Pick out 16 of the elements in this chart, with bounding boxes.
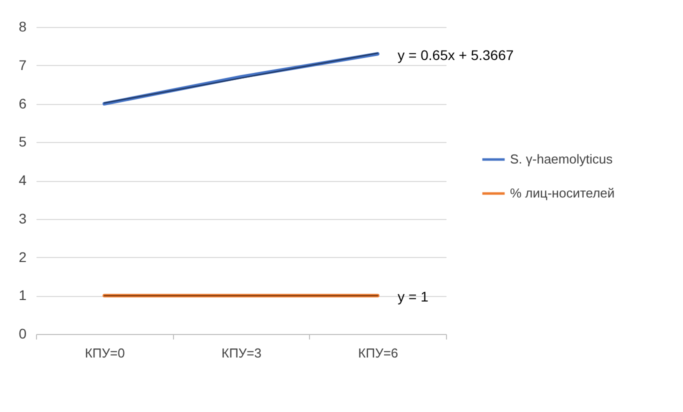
legend-label: % лиц-носителей (510, 186, 615, 200)
y-tick-label: 0 (18, 326, 27, 342)
y-tick-label: 8 (18, 18, 27, 34)
annotation: y = 0.65x + 5.3667 (398, 46, 514, 63)
x-tick-label: КПУ=6 (358, 346, 398, 360)
y-tick-label: 2 (18, 248, 27, 265)
x-tick-label: КПУ=0 (84, 346, 125, 360)
y-tick-label: 7 (18, 56, 27, 73)
y-tick-label: 5 (18, 134, 27, 150)
annotation: y = 1 (398, 288, 429, 305)
y-tick-label: 3 (18, 210, 27, 226)
x-tick-label: КПУ=3 (222, 346, 262, 360)
y-tick-label: 6 (18, 95, 27, 112)
legend-label: S. γ-haemolyticus (510, 152, 614, 166)
y-tick-label: 1 (18, 287, 27, 304)
y-tick-label: 4 (18, 172, 27, 188)
